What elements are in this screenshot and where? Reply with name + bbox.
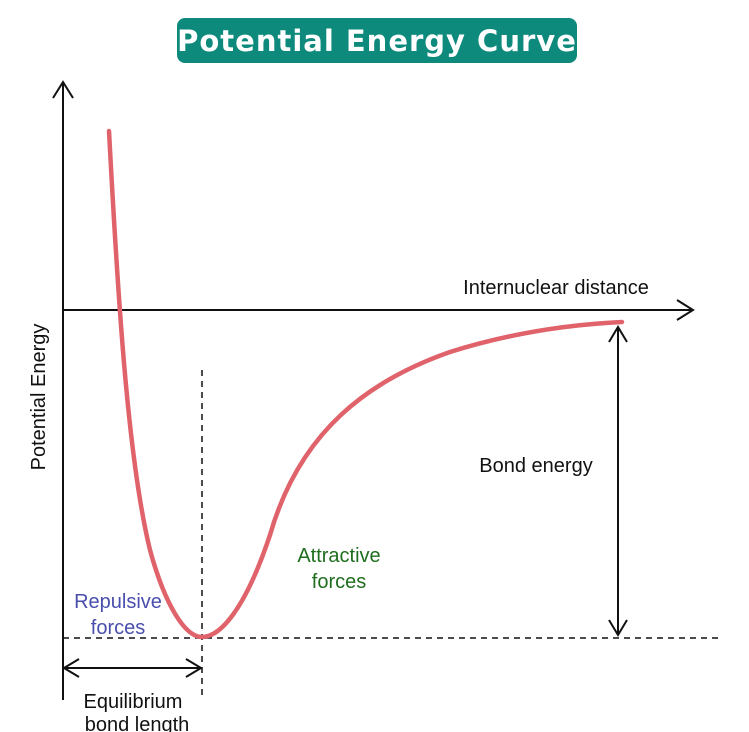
bond-energy-double-arrow-icon bbox=[608, 325, 628, 637]
x-axis-arrow-icon bbox=[676, 299, 695, 321]
potential-energy-curve bbox=[106, 128, 625, 640]
bond-length-double-arrow-icon bbox=[62, 658, 203, 678]
page-title: Potential Energy Curve bbox=[177, 18, 577, 63]
attractive-forces-label-line2: forces bbox=[312, 571, 366, 593]
equilibrium-label-line1: Equilibrium bbox=[84, 691, 183, 713]
repulsive-forces-label-line2: forces bbox=[91, 617, 145, 639]
y-axis-arrow-icon bbox=[52, 80, 74, 99]
x-axis-label: Internuclear distance bbox=[463, 277, 649, 299]
attractive-forces-label-line1: Attractive bbox=[297, 545, 380, 567]
equilibrium-label-line2: bond length bbox=[85, 714, 190, 732]
y-axis-label: Potential Energy bbox=[28, 324, 50, 471]
bond-energy-label: Bond energy bbox=[479, 455, 592, 477]
repulsive-forces-label-line1: Repulsive bbox=[74, 591, 162, 613]
